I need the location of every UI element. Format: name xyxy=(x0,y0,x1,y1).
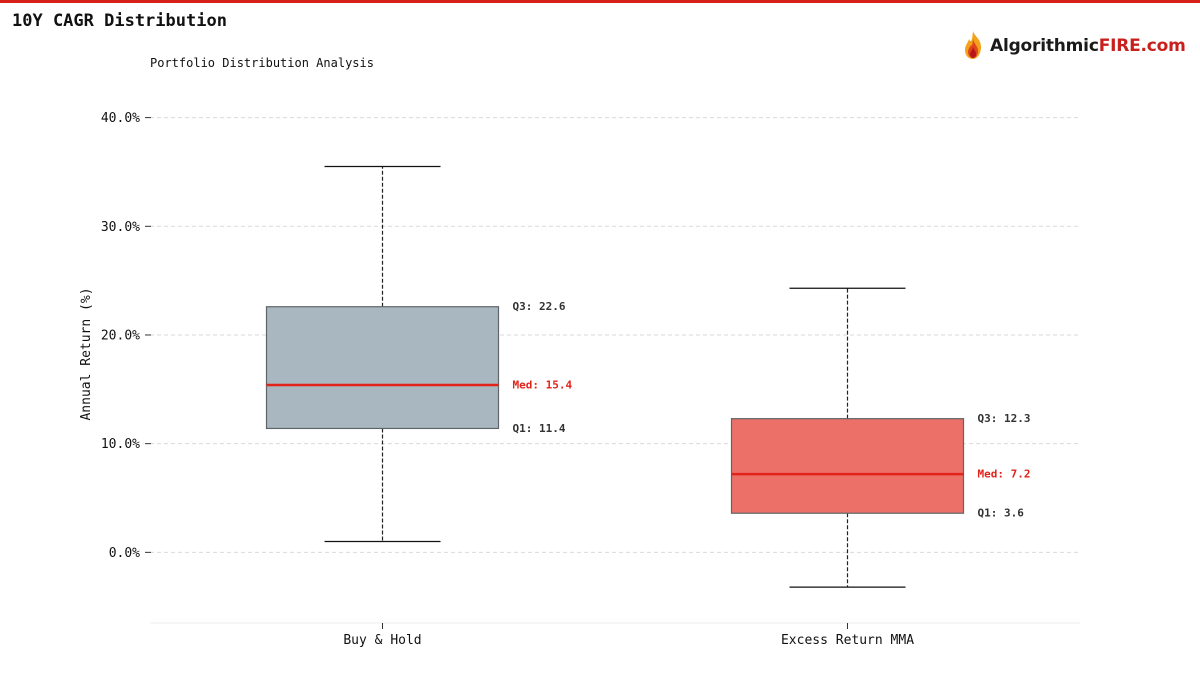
median-label: Med: 15.4 xyxy=(513,378,573,391)
median-label: Med: 7.2 xyxy=(978,468,1031,481)
y-tick-label: 20.0% xyxy=(101,328,140,343)
x-tick-label: Buy & Hold xyxy=(343,633,421,648)
box-buy-hold: Q3: 22.6 Med: 15.4 Q1: 11.4 xyxy=(265,165,573,543)
logo-text-main: Algorithmic xyxy=(990,36,1099,56)
brand-logo[interactable]: AlgorithmicFIRE.com xyxy=(960,30,1186,62)
y-tick-label: 0.0% xyxy=(109,546,140,561)
page-title: 10Y CAGR Distribution xyxy=(12,11,227,31)
chart-subtitle: Portfolio Distribution Analysis xyxy=(150,56,374,70)
logo-text: AlgorithmicFIRE.com xyxy=(990,36,1186,56)
boxes: Q3: 22.6 Med: 15.4 Q1: 11.4 Q3: 12.3 Med: 7.… xyxy=(265,165,1031,588)
y-axis-label: Annual Return (%) xyxy=(79,287,94,420)
q3-label: Q3: 22.6 xyxy=(513,300,566,313)
box-excess-return-mma: Q3: 12.3 Med: 7.2 Q1: 3.6 xyxy=(730,287,1031,588)
q3-label: Q3: 12.3 xyxy=(978,412,1031,425)
y-tick-label: 40.0% xyxy=(101,111,140,126)
logo-text-accent: FIRE.com xyxy=(1098,36,1186,56)
x-tick-label: Excess Return MMA xyxy=(781,633,914,648)
y-tick-label: 10.0% xyxy=(101,437,140,452)
y-tick-label: 30.0% xyxy=(101,220,140,235)
iqr-box xyxy=(265,306,500,430)
q1-label: Q1: 11.4 xyxy=(513,422,566,435)
flame-icon xyxy=(965,31,981,59)
q1-label: Q1: 3.6 xyxy=(978,507,1025,520)
iqr-box xyxy=(730,418,965,514)
axes: 0.0% 10.0% 20.0% 30.0% 40.0% Buy & Hold Excess… xyxy=(101,111,1080,648)
top-accent-bar xyxy=(0,0,1200,3)
